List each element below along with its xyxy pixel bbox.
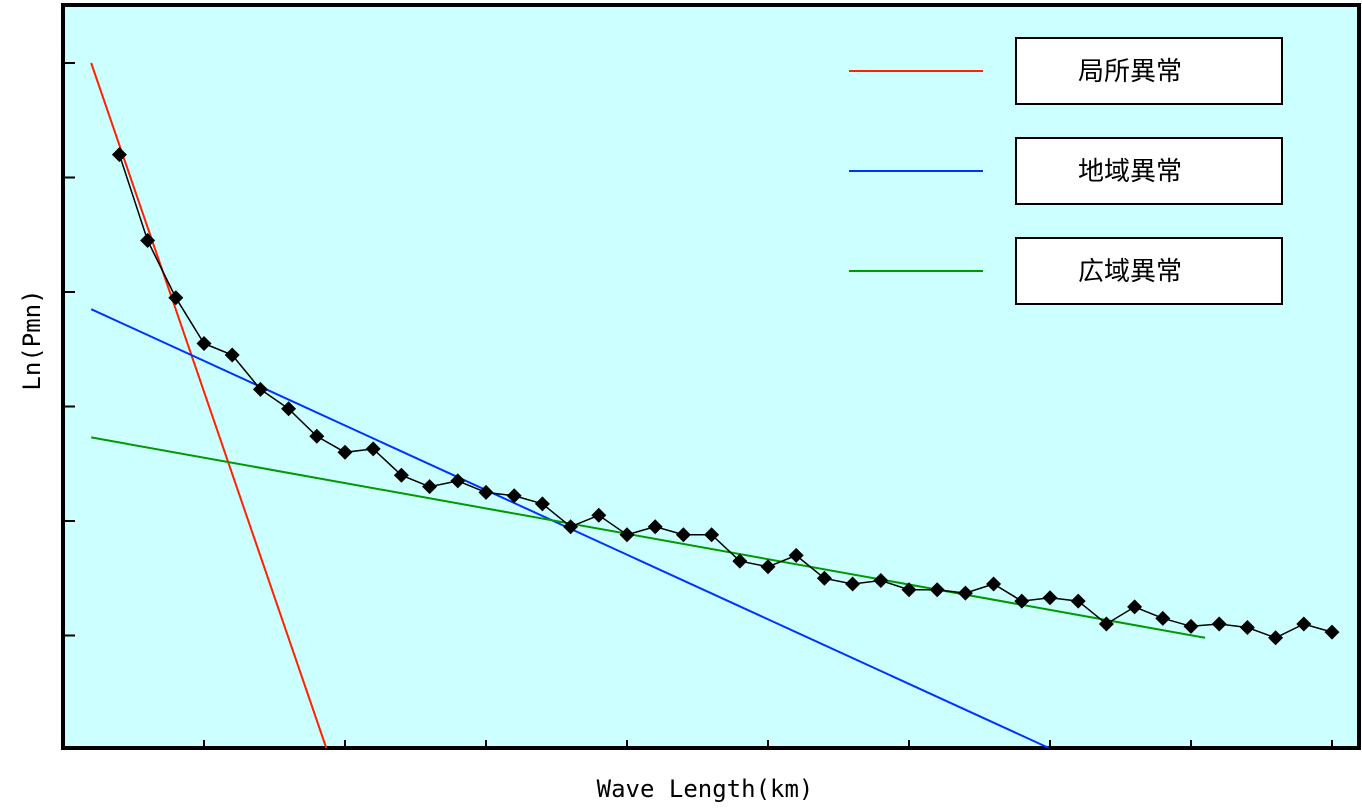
data-point <box>450 473 466 489</box>
data-point <box>365 441 381 457</box>
data-point <box>788 547 804 563</box>
data-point <box>534 496 550 512</box>
data-point <box>281 401 297 417</box>
data-point <box>478 484 494 500</box>
legend-box <box>1015 137 1283 205</box>
data-point <box>393 467 409 483</box>
fit-line-1 <box>90 62 328 749</box>
data-point <box>986 576 1002 592</box>
data-point <box>929 582 945 598</box>
data-point <box>168 290 184 306</box>
data-point <box>957 585 973 601</box>
data-point <box>1183 618 1199 634</box>
data-point <box>309 428 325 444</box>
x-axis-ticks <box>203 740 1333 748</box>
data-point <box>816 570 832 586</box>
data-point <box>1070 593 1086 609</box>
data-point <box>563 519 579 535</box>
data-point <box>1296 616 1312 632</box>
legend-box <box>1015 37 1283 105</box>
data-point <box>196 336 212 352</box>
data-point <box>873 573 889 589</box>
data-point <box>1042 590 1058 606</box>
data-point <box>422 479 438 495</box>
data-point <box>732 553 748 569</box>
data-point <box>845 576 861 592</box>
data-point <box>591 507 607 523</box>
data-point <box>1127 599 1143 615</box>
y-axis-label: Ln(Pmn) <box>18 289 46 390</box>
data-point <box>252 381 268 397</box>
data-point <box>1098 616 1114 632</box>
data-point <box>506 488 522 504</box>
data-point <box>901 582 917 598</box>
x-axis-label: Wave Length(km) <box>597 775 814 803</box>
data-point <box>760 559 776 575</box>
data-point <box>140 232 156 248</box>
data-point <box>1014 593 1030 609</box>
data-point <box>619 527 635 543</box>
plot-area <box>61 3 1361 750</box>
data-point <box>111 147 127 163</box>
legend-label: 局所異常 <box>1078 57 1182 87</box>
data-point <box>224 347 240 363</box>
data-point <box>1268 630 1284 646</box>
data-point <box>1155 610 1171 626</box>
data-point <box>704 527 720 543</box>
data-point <box>1239 619 1255 635</box>
data-point <box>1211 616 1227 632</box>
legend-label: 広域異常 <box>1078 257 1182 287</box>
legend-box <box>1015 237 1283 305</box>
data-point <box>647 519 663 535</box>
data-point <box>675 527 691 543</box>
data-series <box>111 147 1340 646</box>
y-axis-ticks <box>63 62 75 637</box>
data-point <box>337 444 353 460</box>
data-point <box>1324 624 1340 640</box>
legend-label: 地域異常 <box>1078 157 1182 187</box>
